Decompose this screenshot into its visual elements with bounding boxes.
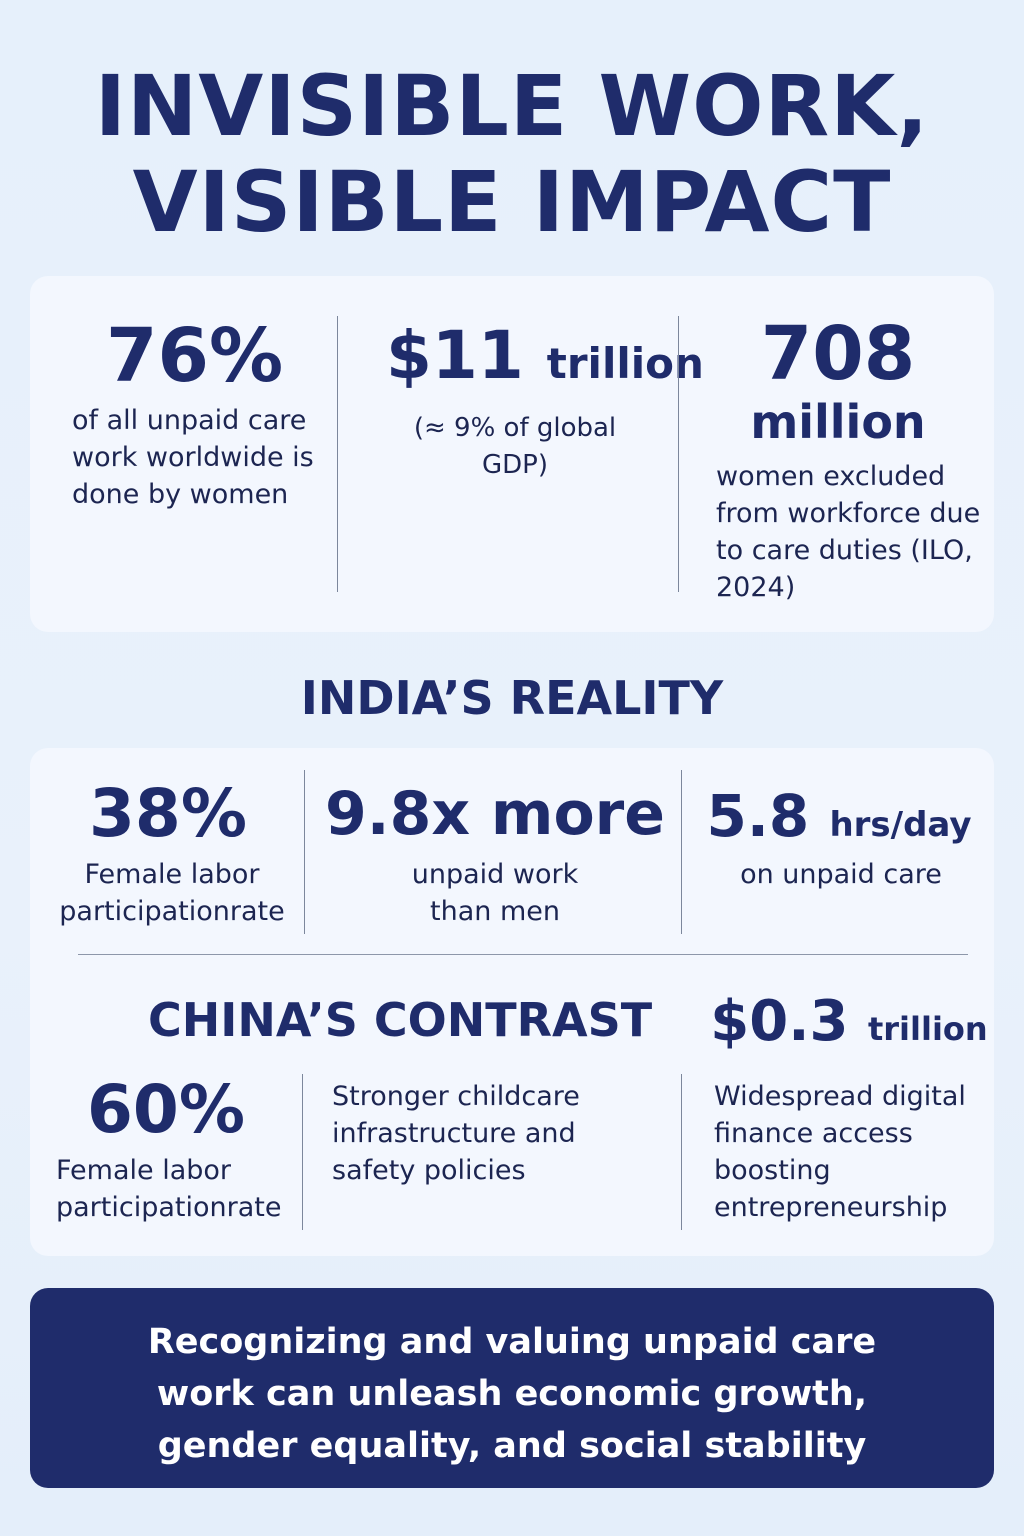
- china-stat-3-number: $0.3: [710, 989, 849, 1054]
- china-stat-2-desc: Stronger childcare infrastructure and sa…: [332, 1081, 580, 1186]
- global-stats-card: 76% of all unpaid care work worldwide is…: [30, 276, 994, 632]
- global-stat-1-value: 76%: [106, 313, 284, 399]
- global-stat-2-unit: trillion: [546, 339, 704, 388]
- china-divider-2: [681, 1074, 682, 1230]
- global-stat-2-number: $11: [386, 317, 524, 394]
- india-divider-2: [681, 770, 682, 934]
- china-stat-3-unit: trillion: [867, 1010, 988, 1048]
- india-stat-3-unit: hrs/day: [829, 805, 972, 845]
- india-stat-3-desc: on unpaid care: [740, 859, 942, 890]
- china-stat-1-value: 60%: [87, 1071, 245, 1148]
- china-stat-3-desc: Widespread digital finance access boosti…: [714, 1081, 966, 1223]
- global-stat-2-desc: (≈ 9% of global GDP): [413, 413, 617, 480]
- conclusion-banner: Recognizing and valuing unpaid care work…: [30, 1288, 994, 1488]
- india-stat-3-value: 5.8 hrs/day: [690, 778, 988, 863]
- title-line-1: INVISIBLE WORK,: [94, 57, 930, 155]
- india-stat-2-desc: unpaid work than men: [411, 859, 579, 927]
- page-title: INVISIBLE WORK, VISIBLE IMPACT: [0, 58, 1024, 250]
- global-stat-3-desc: women excluded from workforce due to car…: [716, 461, 981, 603]
- china-divider-1: [302, 1074, 303, 1230]
- conclusion-text: Recognizing and valuing unpaid care work…: [147, 1322, 877, 1466]
- global-divider-2: [678, 316, 679, 592]
- china-stat-3-value: $0.3 trillion: [704, 990, 994, 1061]
- china-heading: CHINA’S CONTRAST: [148, 993, 653, 1047]
- global-divider-1: [337, 316, 338, 592]
- country-stats-card: 38% Female labor participationrate 9.8x …: [30, 748, 994, 1256]
- india-stat-1-value: 38%: [89, 775, 247, 852]
- global-stat-3-value: 708: [690, 316, 986, 392]
- global-stat-3-number: 708: [760, 311, 916, 397]
- global-stat-2-value: $11 trillion: [386, 316, 704, 404]
- global-stat-1-desc: of all unpaid care work worldwide is don…: [72, 405, 314, 510]
- india-stat-2-value: 9.8x more: [325, 779, 665, 849]
- india-divider-1: [304, 770, 305, 934]
- india-heading: INDIA’S REALITY: [300, 671, 724, 725]
- global-stat-3-unit: million: [750, 395, 926, 449]
- india-stat-1-desc: Female labor participationrate: [59, 859, 285, 927]
- title-line-2: VISIBLE IMPACT: [132, 153, 892, 251]
- india-stat-3-number: 5.8: [706, 782, 810, 850]
- china-stat-1-desc: Female labor participationrate: [56, 1155, 282, 1223]
- section-divider: [78, 954, 968, 955]
